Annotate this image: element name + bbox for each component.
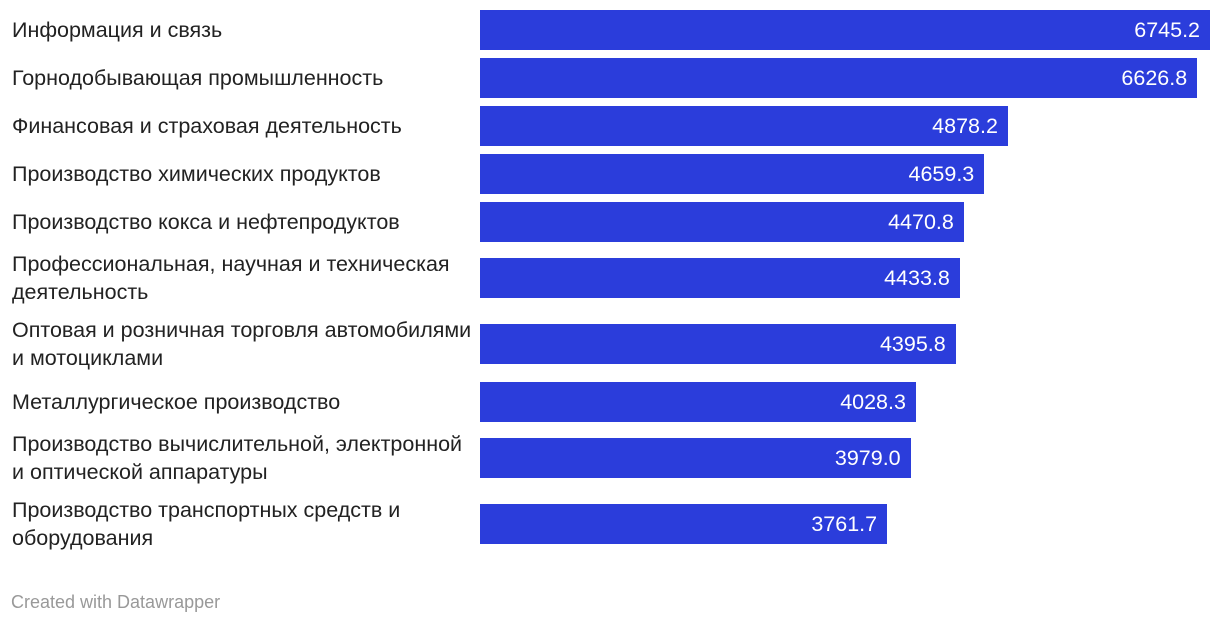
category-label: Производство вычислительной, электронной… <box>12 432 463 484</box>
bar: 4028.3 <box>480 382 916 422</box>
bar-value-label: 3979.0 <box>834 446 901 470</box>
bar: 6745.2 <box>480 10 1210 50</box>
bar: 4470.8 <box>480 202 964 242</box>
bar-chart: Информация и связь 6745.2 Горнодобывающая … <box>12 10 1210 550</box>
category-label: Металлургическое производство <box>12 390 341 414</box>
bar-value-label: 6626.8 <box>1121 66 1188 90</box>
category-label: Информация и связь <box>12 18 223 42</box>
bar: 4395.8 <box>480 324 956 364</box>
bar-value-label: 4470.8 <box>888 210 954 234</box>
bar: 6626.8 <box>480 58 1198 98</box>
category-label: Производство кокса и нефтепродуктов <box>12 210 400 234</box>
bar: 3761.7 <box>480 504 888 544</box>
category-label: Производство химических продуктов <box>12 162 381 186</box>
bar-value-label: 4433.8 <box>884 266 950 290</box>
bar-value-label: 4659.3 <box>908 162 975 186</box>
bar: 3979.0 <box>480 438 911 478</box>
bar-value-label: 3761.7 <box>811 512 878 536</box>
bar-value-label: 4028.3 <box>840 390 906 414</box>
category-label: Производство транспортных средств и обор… <box>12 498 401 550</box>
category-label: Профессиональная, научная и техническая … <box>12 252 450 304</box>
datawrapper-credit[interactable]: Created with Datawrapper <box>11 592 221 612</box>
bar: 4878.2 <box>480 106 1008 146</box>
bar-value-label: 4878.2 <box>932 114 998 138</box>
bar: 4433.8 <box>480 258 960 298</box>
bar-value-label: 6745.2 <box>1134 18 1200 42</box>
category-label: Горнодобывающая промышленность <box>12 66 384 90</box>
category-label: Финансовая и страховая деятельность <box>12 114 402 138</box>
bar-value-label: 4395.8 <box>879 332 946 356</box>
category-label: Оптовая и розничная торговля автомобилям… <box>12 318 472 370</box>
bar: 4659.3 <box>480 154 985 194</box>
